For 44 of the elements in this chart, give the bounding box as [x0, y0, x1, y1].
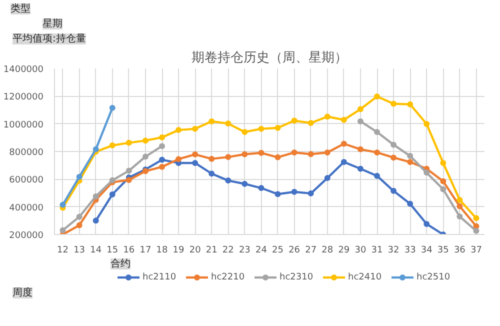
text: 平均值项:持仓量: [12, 32, 86, 44]
x-tick-label: 18: [156, 246, 168, 256]
x-tick-label: 26: [288, 246, 300, 256]
legend-label: hc2210: [211, 272, 245, 282]
x-tick-label: 21: [206, 246, 218, 256]
x-tick-label: 28: [322, 246, 334, 256]
x-tick-label: 14: [90, 246, 102, 256]
text: 星期: [42, 18, 62, 30]
y-tick-label: 1000000: [3, 120, 44, 130]
x-tick-label: 27: [305, 246, 317, 256]
x-tick-label: 32: [388, 246, 400, 256]
text: 周度: [12, 286, 32, 298]
chart-title: 期卷持仓历史（周、星期）: [192, 50, 348, 66]
x-tick-label: 30: [354, 246, 366, 256]
y-tick-label: 1200000: [3, 92, 44, 103]
x-tick-label: 35: [437, 246, 449, 256]
y-tick-label: 1400000: [3, 65, 44, 75]
x-tick-label: 16: [123, 246, 135, 256]
legend-label: hc2310: [280, 272, 314, 282]
x-tick-label: 17: [140, 246, 152, 256]
x-tick-label: 15: [106, 246, 118, 256]
legend-label: hc2410: [348, 272, 382, 282]
x-tick-label: 23: [238, 246, 250, 256]
x-tick-label: 31: [371, 246, 383, 256]
x-tick-label: 19: [172, 246, 185, 256]
y-tick-label: 800000: [9, 148, 44, 158]
x-tick-label: 12: [57, 246, 68, 256]
x-tick-label: 24: [256, 246, 268, 256]
y-tick-label: 400000: [9, 203, 44, 214]
x-tick-label: 36: [454, 246, 466, 256]
x-tick-label: 13: [74, 246, 86, 256]
legend-label: hc2110: [142, 272, 176, 282]
x-tick-label: 25: [272, 246, 284, 256]
x-tick-label: 34: [420, 246, 433, 256]
y-tick-label: 200000: [9, 231, 44, 241]
x-tick-label: 37: [470, 246, 482, 256]
x-tick-label: 33: [404, 246, 416, 256]
legend-label: hc2510: [416, 272, 450, 282]
text: 合约: [110, 258, 130, 270]
x-tick-label: 22: [222, 246, 234, 256]
text: 类型: [10, 2, 30, 14]
y-tick-label: 600000: [9, 176, 44, 186]
x-tick-label: 20: [189, 246, 202, 256]
x-tick-label: 29: [338, 246, 350, 256]
